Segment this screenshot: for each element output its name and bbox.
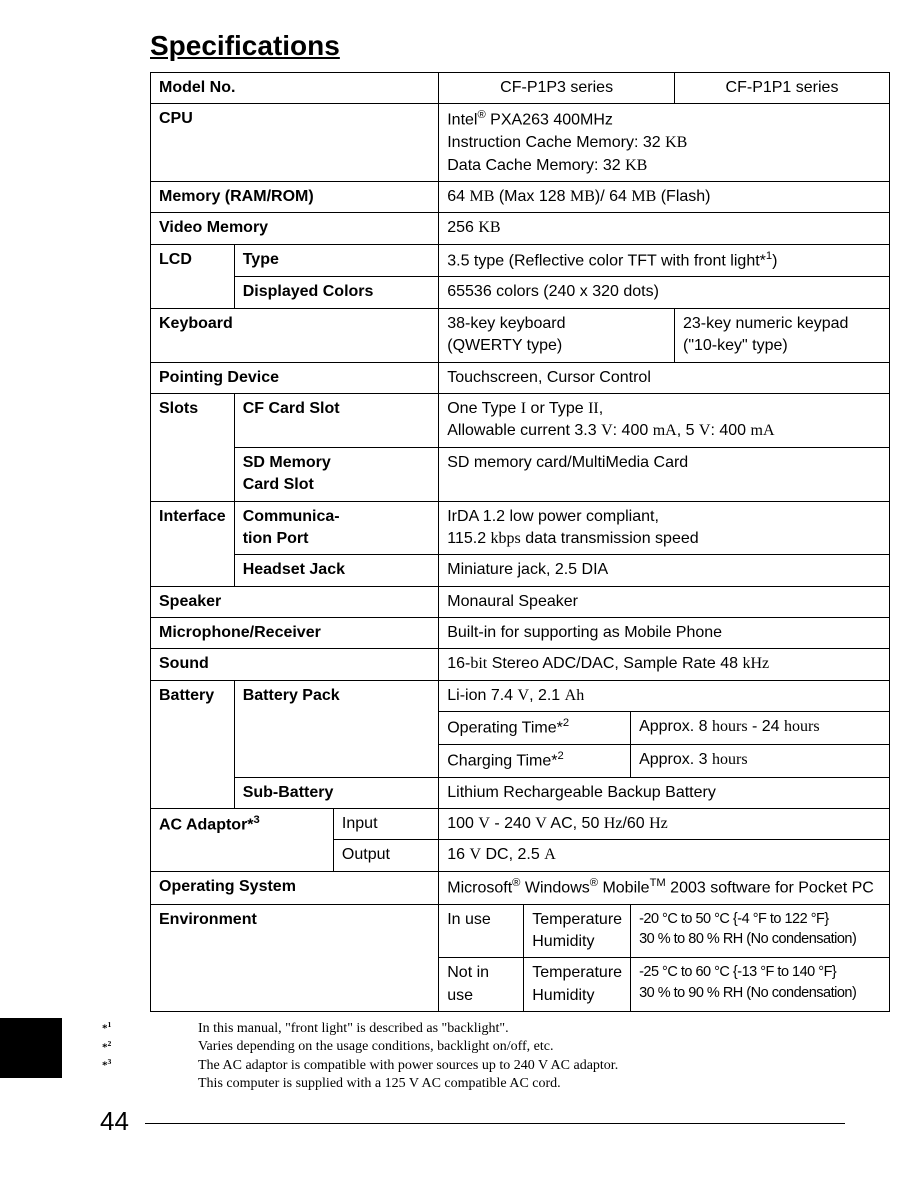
label-mic: Microphone/Receiver	[151, 618, 439, 649]
label-comm-port: Communica-tion Port	[234, 501, 439, 555]
label-not-in-use: Not in use	[439, 958, 524, 1012]
val-battery-pack: Li-ion 7.4 V, 2.1 Ah	[439, 680, 890, 711]
val-mic: Built-in for supporting as Mobile Phone	[439, 618, 890, 649]
val-model1: CF-P1P3 series	[439, 73, 675, 104]
footnote-3b: This computer is supplied with a 125 V A…	[198, 1076, 561, 1091]
spec-table: Model No. CF-P1P3 series CF-P1P1 series …	[150, 72, 890, 1012]
val-sub-battery: Lithium Rechargeable Backup Battery	[439, 777, 890, 808]
label-sub-battery: Sub-Battery	[234, 777, 439, 808]
val-model2: CF-P1P1 series	[675, 73, 890, 104]
label-pointing: Pointing Device	[151, 362, 439, 393]
label-op-time: Operating Time*2	[439, 712, 631, 745]
label-cpu: CPU	[151, 104, 439, 182]
val-ac-output: 16 V DC, 2.5 A	[439, 840, 890, 871]
val-keyboard2: 23-key numeric keypad("10-key" type)	[675, 308, 890, 362]
label-sd-slot: SD MemoryCard Slot	[234, 447, 439, 501]
val-comm-port: IrDA 1.2 low power compliant,115.2 kbps …	[439, 501, 890, 555]
val-os: Microsoft® Windows® MobileTM 2003 softwa…	[439, 871, 890, 904]
label-ac-input: Input	[333, 809, 438, 840]
label-model: Model No.	[151, 73, 439, 104]
label-cf-slot: CF Card Slot	[234, 393, 439, 447]
label-os: Operating System	[151, 871, 439, 904]
label-sound: Sound	[151, 649, 439, 680]
label-battery-pack: Battery Pack	[234, 680, 439, 777]
label-in-use: In use	[439, 904, 524, 958]
val-not-in-use: -25 °C to 60 °C {-13 °F to 140 °F}30 % t…	[631, 958, 890, 1012]
val-lcd-colors: 65536 colors (240 x 320 dots)	[439, 277, 890, 308]
label-headset: Headset Jack	[234, 555, 439, 586]
val-pointing: Touchscreen, Cursor Control	[439, 362, 890, 393]
val-ac-input: 100 V - 240 V AC, 50 Hz/60 Hz	[439, 809, 890, 840]
val-video: 256 KB	[439, 213, 890, 244]
val-headset: Miniature jack, 2.5 DIA	[439, 555, 890, 586]
val-memory: 64 MB (Max 128 MB)/ 64 MB (Flash)	[439, 181, 890, 212]
label-lcd-type: Type	[234, 244, 439, 277]
val-lcd-type: 3.5 type (Reflective color TFT with fron…	[439, 244, 890, 277]
footnote-3a: The AC adaptor is compatible with power …	[198, 1058, 618, 1073]
label-video: Video Memory	[151, 213, 439, 244]
label-speaker: Speaker	[151, 586, 439, 617]
val-in-use: -20 °C to 50 °C {-4 °F to 122 °F}30 % to…	[631, 904, 890, 958]
label-lcd-colors: Displayed Colors	[234, 277, 439, 308]
val-sd-slot: SD memory card/MultiMedia Card	[439, 447, 890, 501]
val-op-time: Approx. 8 hours - 24 hours	[631, 712, 890, 745]
label-ac-adaptor: AC Adaptor*3	[151, 809, 334, 872]
label-keyboard: Keyboard	[151, 308, 439, 362]
label-slots: Slots	[151, 393, 235, 501]
footnote-1: In this manual, "front light" is describ…	[198, 1021, 509, 1036]
label-env: Environment	[151, 904, 439, 1012]
page-line	[145, 1123, 845, 1124]
label-temp-hum1: TemperatureHumidity	[524, 904, 631, 958]
label-charge-time: Charging Time*2	[439, 744, 631, 777]
val-sound: 16-bit Stereo ADC/DAC, Sample Rate 48 kH…	[439, 649, 890, 680]
page-title: Specifications	[150, 30, 856, 62]
page-number: 44	[100, 1106, 129, 1137]
footnote-2: Varies depending on the usage conditions…	[198, 1039, 554, 1054]
val-charge-time: Approx. 3 hours	[631, 744, 890, 777]
val-cpu: Intel® PXA263 400MHzInstruction Cache Me…	[439, 104, 890, 182]
label-battery: Battery	[151, 680, 235, 808]
label-temp-hum2: TemperatureHumidity	[524, 958, 631, 1012]
label-memory: Memory (RAM/ROM)	[151, 181, 439, 212]
label-ac-output: Output	[333, 840, 438, 871]
label-interface: Interface	[151, 501, 235, 586]
val-cf-slot: One Type I or Type II,Allowable current …	[439, 393, 890, 447]
side-tab	[0, 1018, 62, 1078]
label-lcd: LCD	[151, 244, 235, 308]
val-keyboard1: 38-key keyboard(QWERTY type)	[439, 308, 675, 362]
footnotes: *1In this manual, "front light" is descr…	[150, 1020, 856, 1093]
val-speaker: Monaural Speaker	[439, 586, 890, 617]
